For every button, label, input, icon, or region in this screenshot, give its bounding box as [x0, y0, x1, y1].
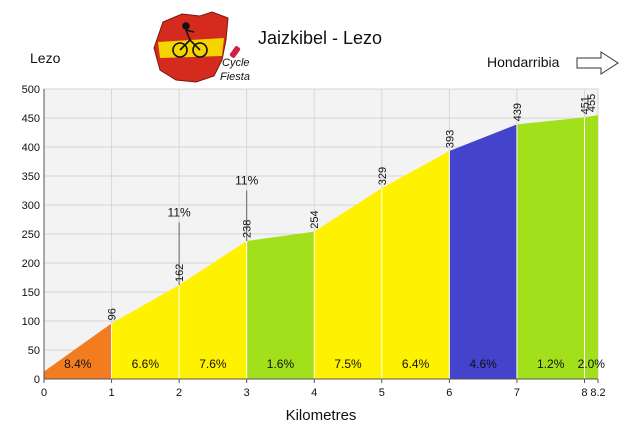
end-location-label: Hondarribia	[487, 54, 560, 70]
x-tick-label: 7	[514, 387, 520, 399]
y-tick-label: 200	[22, 258, 40, 270]
gradient-segment	[449, 124, 517, 379]
x-tick-label: 4	[311, 387, 317, 399]
cycle-fiesta-logo: Cycle Fiesta	[153, 11, 250, 83]
gradient-label: 2.0%	[578, 357, 606, 371]
y-tick-label: 50	[28, 345, 40, 357]
y-tick-label: 350	[22, 171, 40, 183]
bottle-icon	[229, 46, 241, 58]
elevation-label: 162	[174, 264, 186, 282]
elevation-label: 451	[579, 96, 591, 114]
gradient-label: 6.6%	[132, 357, 160, 371]
gradient-segment	[584, 115, 598, 379]
y-tick-label: 250	[22, 229, 40, 241]
y-tick-label: 0	[34, 374, 40, 386]
x-tick-label: 0	[41, 387, 47, 399]
elevation-label: 439	[512, 103, 524, 121]
x-axis-label: Kilometres	[286, 407, 357, 424]
x-tick-label: 5	[379, 387, 385, 399]
gradient-segment	[381, 151, 450, 379]
x-tick-label: 2	[176, 387, 182, 399]
elevation-label: 393	[444, 130, 456, 148]
arrow-right-icon	[576, 51, 619, 75]
gradient-label: 7.5%	[334, 357, 362, 371]
x-tick-label: 8.2	[590, 387, 605, 399]
y-axis-ticks: 0 50 100 150 200 250 300 350 400 450 500	[22, 84, 40, 386]
x-tick-label: 8	[581, 387, 587, 399]
cyclist-icon	[172, 22, 208, 58]
elevation-label: 329	[377, 167, 389, 185]
gradient-segment	[179, 240, 247, 379]
y-tick-label: 400	[22, 142, 40, 154]
gradient-labels: 8.4% 6.6% 7.6% 1.6% 7.5% 6.4% 4.6% 1.2% 2.0%	[64, 357, 605, 371]
elevation-label: 254	[309, 210, 321, 228]
x-axis-ticks: 0 1 2 3 4 5 6 7 8 8.2	[41, 379, 606, 399]
y-tick-label: 300	[22, 200, 40, 212]
gradient-segment	[111, 285, 180, 379]
gradient-label: 4.6%	[469, 357, 497, 371]
annotations: 11% 11%	[168, 174, 259, 286]
gradient-label: 7.6%	[199, 357, 227, 371]
gradient-label: 1.6%	[267, 357, 295, 371]
gradient-label: 1.2%	[537, 357, 565, 371]
y-tick-label: 450	[22, 113, 40, 125]
x-tick-label: 1	[108, 387, 114, 399]
elevation-label: 455	[586, 94, 598, 112]
gradient-segment	[314, 188, 382, 379]
gradient-segment	[44, 323, 112, 379]
y-tick-label: 100	[22, 316, 40, 328]
annotation-label: 11%	[168, 205, 191, 219]
logo-text-line-2: Fiesta	[220, 71, 250, 83]
elevation-label: 96	[107, 308, 119, 320]
x-tick-label: 6	[446, 387, 452, 399]
annotation-label: 11%	[235, 174, 258, 188]
gradient-segments	[44, 115, 598, 380]
elevation-label: 238	[242, 220, 254, 238]
gradient-segment	[246, 231, 315, 379]
logo-text-line-1: Cycle	[222, 57, 250, 69]
gradient-segment	[516, 117, 585, 380]
gradient-label: 6.4%	[402, 357, 430, 371]
segment-dividers	[111, 117, 585, 379]
x-tick-label: 3	[244, 387, 250, 399]
gradient-label: 8.4%	[64, 357, 92, 371]
start-location-label: Lezo	[30, 50, 61, 66]
y-tick-label: 500	[22, 84, 40, 96]
y-tick-label: 150	[22, 287, 40, 299]
chart-title: Jaizkibel - Lezo	[258, 28, 382, 48]
